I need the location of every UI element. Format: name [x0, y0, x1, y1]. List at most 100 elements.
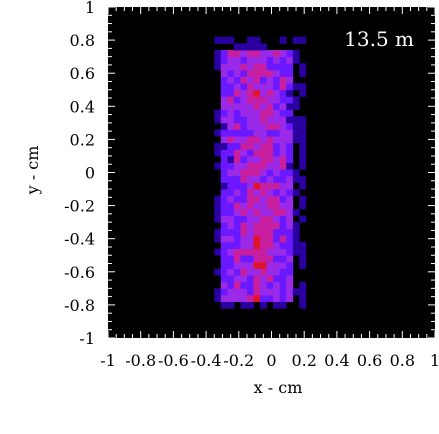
- heatmap-cell: [227, 162, 235, 170]
- heatmap-cell: [233, 202, 241, 210]
- heatmap-cell: [220, 69, 228, 77]
- heatmap-cell: [220, 56, 228, 64]
- heatmap-cell: [240, 142, 248, 150]
- heatmap-cell: [266, 195, 274, 203]
- heatmap-cell: [279, 268, 287, 276]
- heatmap-cell: [266, 202, 274, 210]
- heatmap-cell: [240, 195, 248, 203]
- heatmap-cell: [286, 281, 294, 289]
- heatmap-cell: [246, 83, 254, 91]
- heatmap-cell: [246, 96, 254, 104]
- heatmap-cell: [220, 162, 228, 170]
- heatmap-cell: [260, 281, 267, 289]
- heatmap-cell: [233, 261, 241, 269]
- x-tick-label: 0.4: [324, 351, 349, 370]
- heatmap-cell: [214, 248, 222, 256]
- heatmap-cell: [246, 215, 254, 223]
- heatmap-cell: [220, 222, 228, 230]
- heatmap-cell: [227, 248, 235, 256]
- heatmap-cell: [260, 175, 267, 183]
- heatmap-cell: [246, 142, 254, 150]
- heatmap-cell: [220, 189, 228, 197]
- heatmap-cell: [292, 102, 300, 111]
- heatmap-cell: [273, 255, 281, 263]
- heatmap-cell: [266, 228, 274, 236]
- heatmap-cell: [253, 50, 261, 58]
- heatmap-cell: [220, 228, 228, 236]
- heatmap-cell: [253, 63, 261, 71]
- heatmap-cell: [246, 129, 254, 137]
- heatmap-cell: [227, 195, 235, 203]
- heatmap-cell: [260, 69, 267, 77]
- heatmap-cell: [260, 261, 267, 269]
- heatmap-cell: [233, 50, 241, 58]
- heatmap-cell: [240, 155, 248, 163]
- heatmap-cell: [253, 83, 261, 91]
- heatmap-cell: [253, 294, 261, 302]
- heatmap-cell: [227, 175, 235, 183]
- heatmap-cell: [299, 195, 307, 203]
- heatmap-cell: [246, 301, 254, 309]
- heatmap-cell: [214, 215, 222, 223]
- heatmap-cell: [240, 69, 248, 77]
- heatmap-cell: [299, 182, 307, 190]
- heatmap-cell: [279, 189, 287, 197]
- y-tick-label: -0.2: [64, 197, 95, 216]
- heatmap-cell: [260, 109, 267, 117]
- heatmap-cell: [227, 228, 235, 236]
- y-tick-label: 1: [85, 0, 95, 17]
- heatmap-cell: [260, 142, 267, 150]
- heatmap-cell: [253, 69, 261, 77]
- y-tick-label: -0.8: [64, 296, 95, 315]
- heatmap-cell: [214, 56, 222, 64]
- heatmap-cell: [266, 136, 274, 144]
- heatmap-cell: [292, 36, 300, 44]
- heatmap-cell: [227, 83, 235, 91]
- heatmap-cell: [220, 215, 228, 223]
- heatmap-cell: [279, 89, 287, 97]
- heatmap-cell: [273, 50, 281, 58]
- heatmap-cell: [246, 248, 254, 256]
- heatmap-cell: [240, 169, 248, 177]
- heatmap-cell: [266, 175, 274, 183]
- heatmap-cell: [286, 56, 294, 64]
- heatmap-cell: [233, 122, 241, 130]
- heatmap-cell: [279, 129, 287, 137]
- heatmap-cell: [240, 96, 248, 104]
- heatmap-cell: [260, 116, 267, 124]
- heatmap-cell: [233, 222, 241, 230]
- heatmap-cell: [279, 142, 287, 150]
- heatmap-cell: [227, 102, 235, 111]
- heatmap-cell: [246, 122, 254, 130]
- heatmap-cell: [227, 208, 235, 216]
- heatmap-cell: [214, 235, 222, 243]
- heatmap-cell: [299, 175, 307, 183]
- heatmap-cell: [299, 215, 307, 223]
- heatmap-cell: [299, 116, 307, 124]
- heatmap-cell: [292, 235, 300, 243]
- heatmap-cell: [266, 294, 274, 302]
- heatmap-cell: [266, 63, 274, 71]
- heatmap-cell: [266, 102, 274, 111]
- y-tick-label: 0.4: [70, 97, 95, 116]
- heatmap-cell: [260, 63, 267, 71]
- heatmap-cell: [253, 175, 261, 183]
- heatmap-cell: [220, 275, 228, 283]
- heatmap-cell: [240, 149, 248, 157]
- heatmap-cell: [233, 268, 241, 276]
- heatmap-cell: [273, 248, 281, 256]
- heatmap-cell: [253, 189, 261, 197]
- heatmap-cell: [266, 122, 274, 130]
- heatmap-cell: [279, 228, 287, 236]
- y-tick-label: -1: [79, 329, 95, 348]
- heatmap-cell: [266, 189, 274, 197]
- heatmap-cell: [266, 142, 274, 150]
- heatmap-cell: [220, 268, 228, 276]
- heatmap-cell: [253, 195, 261, 203]
- heatmap-cell: [286, 268, 294, 276]
- heatmap-cell: [246, 195, 254, 203]
- heatmap-cell: [286, 155, 294, 163]
- heatmap-cell: [227, 215, 235, 223]
- heatmap-cell: [260, 169, 267, 177]
